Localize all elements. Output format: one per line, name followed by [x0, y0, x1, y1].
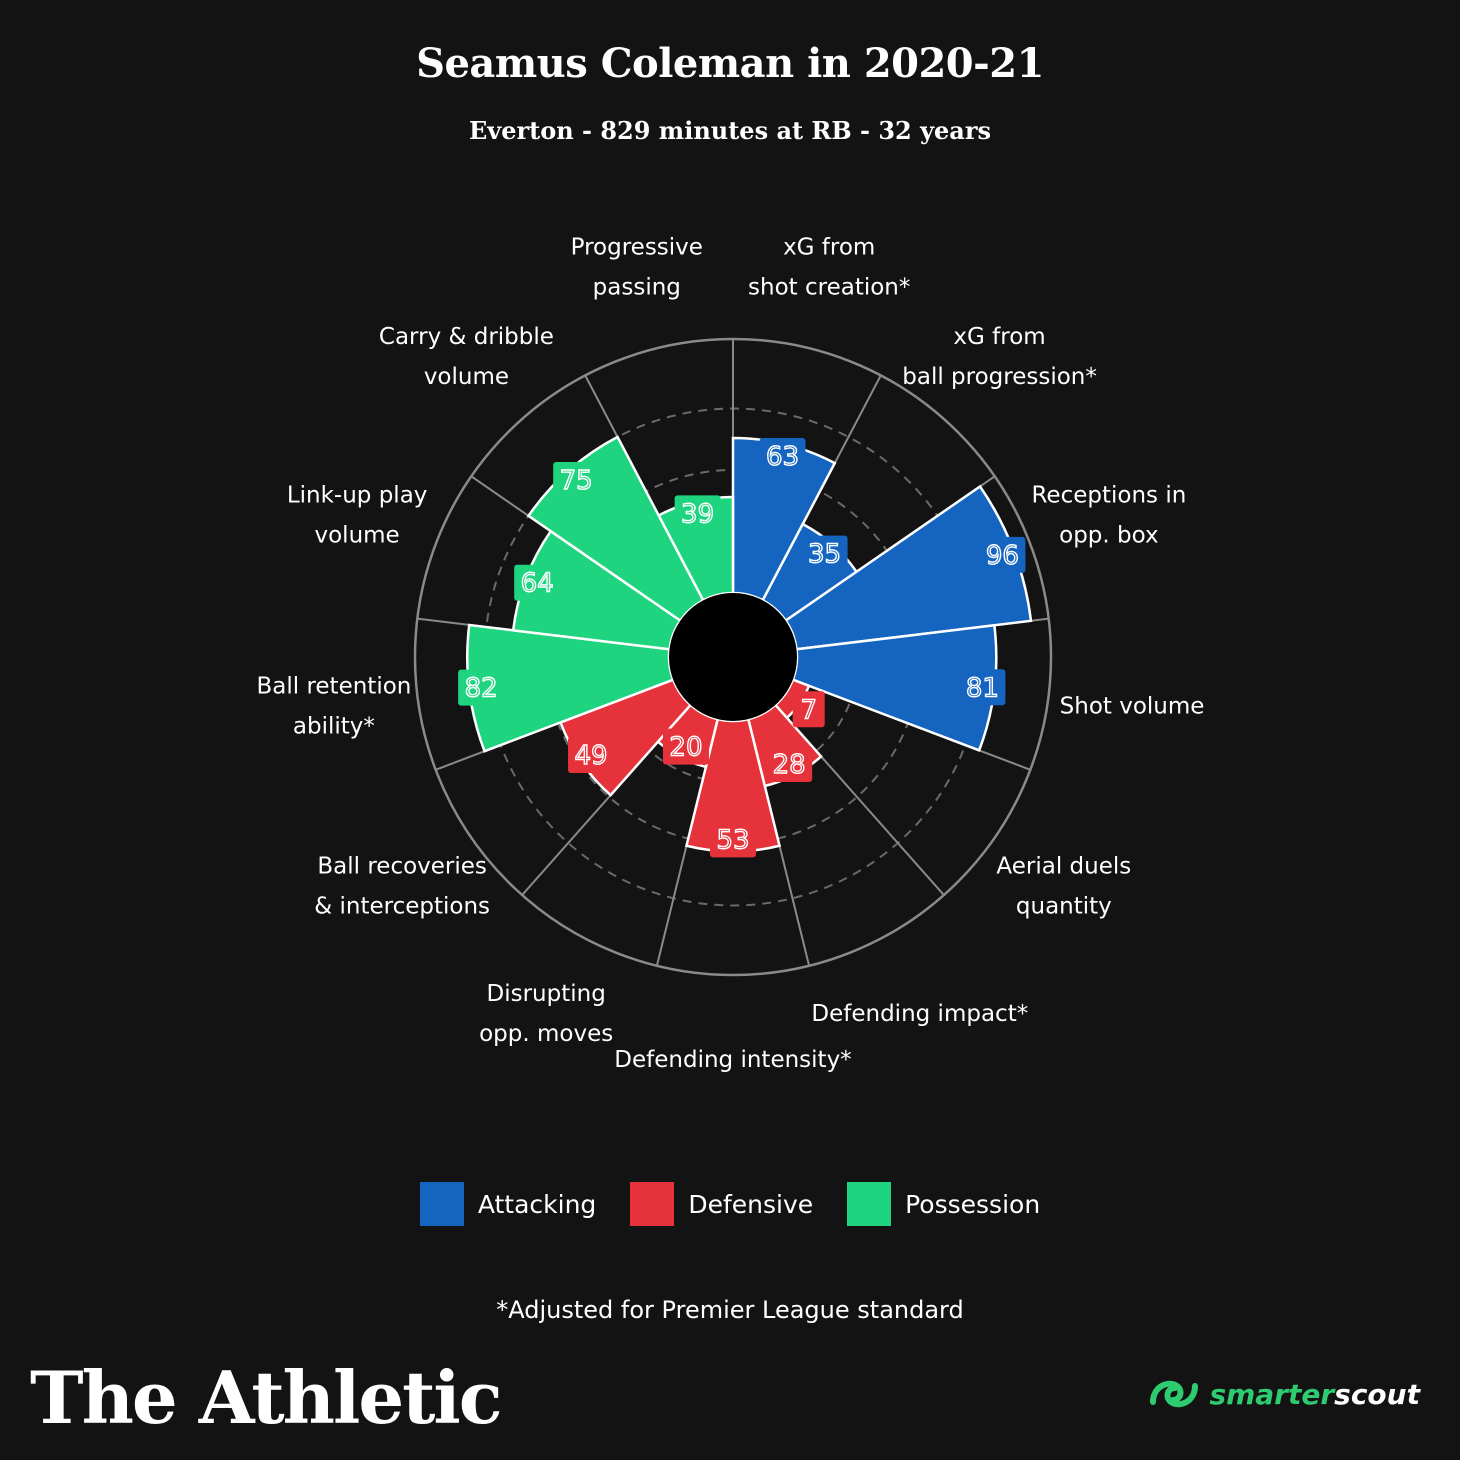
value-label: 7	[800, 695, 817, 725]
category-label: Defending intensity*	[614, 1047, 851, 1073]
category-label-line: Ball retention	[256, 673, 411, 699]
category-label-line: Link-up play	[287, 482, 428, 508]
category-label-line: opp. moves	[479, 1021, 613, 1047]
footnote: *Adjusted for Premier League standard	[496, 1296, 964, 1324]
smarterscout-icon	[1150, 1380, 1199, 1408]
value-label: 35	[808, 540, 841, 570]
category-label-line: Progressive	[571, 235, 703, 261]
value-label: 28	[773, 750, 806, 780]
category-label-line: passing	[593, 275, 681, 301]
value-label-box	[568, 737, 615, 774]
value-label-box	[514, 564, 561, 601]
value-label-box	[458, 669, 505, 706]
category-label-line: Aerial duels	[996, 853, 1131, 879]
value-label: 75	[560, 466, 593, 496]
chart-title: Seamus Coleman in 2020-21	[416, 40, 1044, 87]
legend-label-defensive: Defensive	[688, 1189, 814, 1219]
category-label: Defending impact*	[811, 1001, 1028, 1027]
value-label-box	[674, 495, 721, 532]
value-label: 20	[669, 733, 702, 763]
legend-swatch-possession	[847, 1182, 892, 1226]
category-label-line: xG from	[783, 235, 875, 261]
category-label: xG from shot creation*	[748, 235, 910, 301]
value-label: 82	[465, 674, 498, 704]
value-label-box	[979, 536, 1026, 573]
category-label-line: Defending intensity*	[614, 1047, 851, 1073]
category-label: xG from ball progression*	[902, 324, 1097, 390]
category-label: Ball recoveries & interceptions	[314, 853, 490, 919]
category-label-line: Disrupting	[487, 981, 606, 1007]
category-label-line: Ball recoveries	[317, 853, 487, 879]
value-label-box	[553, 461, 600, 498]
value-label: 49	[574, 741, 607, 771]
legend-item-possession: Possession	[847, 1182, 1040, 1226]
value-label-box	[959, 669, 1006, 706]
category-label: Ball retention ability*	[256, 673, 411, 739]
value-label: 81	[966, 673, 999, 703]
legend-item-defensive: Defensive	[630, 1182, 813, 1226]
smarterscout-text-part2: scout	[1334, 1377, 1420, 1411]
legend: Attacking Defensive Possession	[0, 1182, 1460, 1226]
category-label: Disrupting opp. moves	[479, 981, 613, 1047]
value-label: 64	[521, 569, 554, 599]
legend-label-possession: Possession	[905, 1189, 1041, 1219]
category-label-line: Carry & dribble	[379, 324, 554, 350]
category-label-line: Defending impact*	[811, 1001, 1028, 1027]
category-label-line: xG from	[953, 324, 1045, 350]
smarterscout-logo: smarter scout	[1147, 1372, 1420, 1416]
category-label-line: volume	[315, 522, 400, 548]
chart-subtitle: Everton - 829 minutes at RB - 32 years	[468, 116, 992, 145]
category-label-line: quantity	[1016, 893, 1112, 919]
category-label: Shot volume	[1060, 693, 1205, 719]
category-label: Receptions in opp. box	[1031, 482, 1186, 548]
value-label: 53	[716, 825, 749, 855]
category-label-line: & interceptions	[314, 893, 490, 919]
category-label-line: Shot volume	[1060, 693, 1205, 719]
value-label: 39	[681, 499, 714, 529]
category-label-line: ball progression*	[902, 364, 1097, 390]
value-label-box	[662, 728, 709, 765]
value-label: 96	[986, 541, 1019, 571]
category-label-line: volume	[424, 364, 509, 390]
category-label: Aerial duels quantity	[996, 853, 1131, 919]
value-label-box	[801, 535, 848, 572]
category-label: Link-up play volume	[287, 482, 428, 548]
value-label: 63	[766, 442, 799, 472]
value-label-box	[766, 746, 813, 783]
the-athletic-logo: The Athletic	[30, 1355, 503, 1440]
value-label-box	[759, 438, 806, 475]
smarterscout-text-part1: smarter	[1209, 1377, 1335, 1411]
legend-item-attacking: Attacking	[419, 1182, 597, 1226]
value-label-box	[792, 691, 825, 728]
legend-swatch-attacking	[419, 1182, 464, 1226]
category-label-line: ability*	[293, 713, 375, 739]
category-label: Progressive passing	[571, 235, 703, 301]
value-label-box	[710, 821, 756, 858]
category-label-line: shot creation*	[748, 275, 910, 301]
category-label: Carry & dribble volume	[379, 324, 554, 390]
legend-swatch-defensive	[630, 1182, 675, 1226]
center-hub	[669, 593, 797, 721]
legend-label-attacking: Attacking	[477, 1189, 597, 1219]
category-label-line: opp. box	[1059, 522, 1158, 548]
category-label-line: Receptions in	[1031, 482, 1186, 508]
